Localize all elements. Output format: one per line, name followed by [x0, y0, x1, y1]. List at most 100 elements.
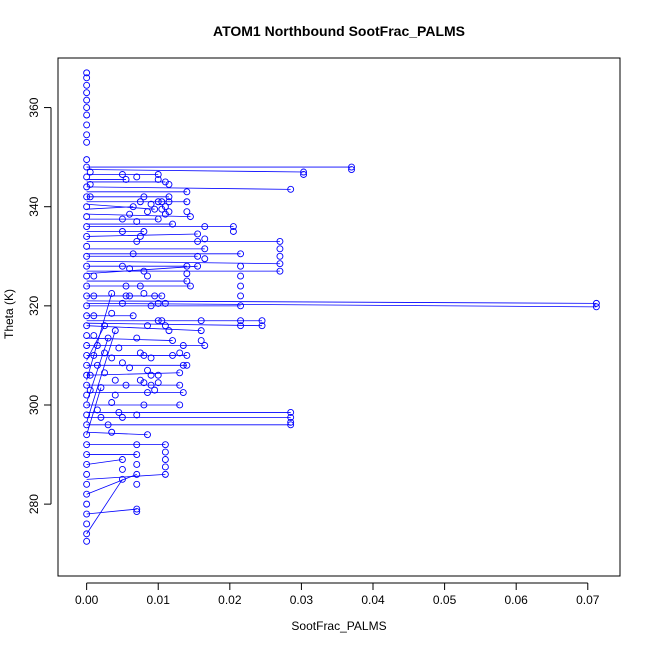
data-point	[83, 242, 91, 250]
data-point	[176, 401, 184, 409]
data-point	[86, 180, 94, 188]
data-point	[144, 322, 151, 330]
data-point	[108, 309, 116, 317]
data-point	[300, 168, 308, 176]
connecting-line	[86, 300, 597, 304]
data-point	[83, 74, 91, 82]
data-point	[183, 270, 191, 278]
data-point	[83, 232, 91, 240]
data-point	[179, 389, 187, 397]
data-point	[90, 332, 98, 340]
data-point	[83, 490, 91, 498]
data-point	[176, 369, 184, 377]
data-point	[140, 351, 148, 359]
data-point	[194, 252, 202, 260]
data-point	[86, 193, 94, 201]
data-point	[161, 456, 169, 463]
data-point	[237, 302, 245, 310]
data-point	[118, 215, 126, 223]
data-point	[118, 359, 126, 367]
data-point	[287, 185, 295, 193]
connecting-line	[86, 186, 291, 190]
data-point	[83, 371, 91, 379]
data-point	[126, 265, 134, 273]
x-axis: 0.00 0.01 0.02 0.03 0.04 0.05 0.06 0.07	[75, 582, 600, 607]
data-point	[133, 173, 141, 181]
data-point	[83, 104, 91, 112]
connecting-line	[86, 322, 263, 327]
data-point	[83, 81, 91, 89]
data-point	[83, 510, 91, 518]
data-point	[83, 431, 91, 439]
data-point	[83, 183, 91, 191]
data-point	[83, 401, 91, 409]
connecting-line	[86, 330, 116, 423]
data-point	[165, 180, 173, 188]
data-point	[83, 470, 91, 478]
data-point	[237, 317, 245, 325]
data-point	[161, 210, 169, 218]
data-point	[93, 406, 101, 414]
data-point	[126, 292, 134, 300]
data-point	[83, 223, 91, 230]
data-point	[101, 349, 108, 357]
data-point	[133, 470, 141, 478]
data-point	[83, 203, 91, 211]
data-point	[144, 272, 151, 280]
data-point	[133, 237, 141, 245]
data-point	[118, 228, 126, 235]
data-point	[276, 267, 284, 275]
x-tick-label: 0.05	[433, 593, 457, 607]
connecting-lines-layer	[86, 166, 597, 535]
data-point	[86, 371, 94, 379]
connecting-line	[86, 387, 102, 435]
data-point	[118, 475, 126, 483]
data-point	[83, 89, 91, 97]
data-point	[161, 203, 169, 211]
data-point	[183, 351, 191, 359]
data-point	[147, 381, 155, 389]
data-point	[90, 351, 98, 359]
connecting-line	[86, 265, 198, 275]
y-axis: 280 300 320 340 360	[27, 97, 52, 514]
data-point	[237, 250, 245, 258]
data-point	[154, 299, 162, 307]
data-point	[287, 418, 295, 426]
data-point	[83, 193, 91, 201]
data-point	[276, 237, 284, 245]
data-point	[83, 361, 91, 369]
data-point	[179, 361, 187, 369]
data-point	[276, 260, 284, 268]
connecting-line	[86, 479, 123, 535]
data-point	[118, 413, 126, 421]
data-point	[147, 354, 155, 362]
data-point	[83, 163, 91, 171]
data-point	[183, 262, 191, 270]
data-point	[147, 302, 155, 310]
data-point	[165, 208, 173, 216]
x-tick-label: 0.00	[75, 593, 99, 607]
data-point	[83, 441, 91, 449]
y-tick-label: 340	[27, 196, 41, 216]
data-point	[287, 421, 295, 429]
data-point	[83, 351, 91, 359]
data-point	[197, 327, 205, 335]
data-point	[158, 292, 166, 300]
data-point	[348, 163, 355, 171]
data-point	[194, 262, 202, 270]
data-point	[83, 411, 91, 419]
connecting-line	[86, 508, 137, 515]
data-point	[201, 235, 209, 243]
data-point	[161, 470, 169, 478]
data-point	[186, 213, 194, 221]
data-point	[129, 312, 137, 320]
data-point	[83, 272, 91, 280]
data-point	[147, 371, 155, 379]
data-point	[118, 456, 126, 463]
connecting-line	[86, 203, 155, 210]
data-point	[108, 399, 116, 406]
connecting-line	[86, 260, 280, 265]
data-point	[201, 223, 209, 230]
data-point	[133, 441, 141, 449]
